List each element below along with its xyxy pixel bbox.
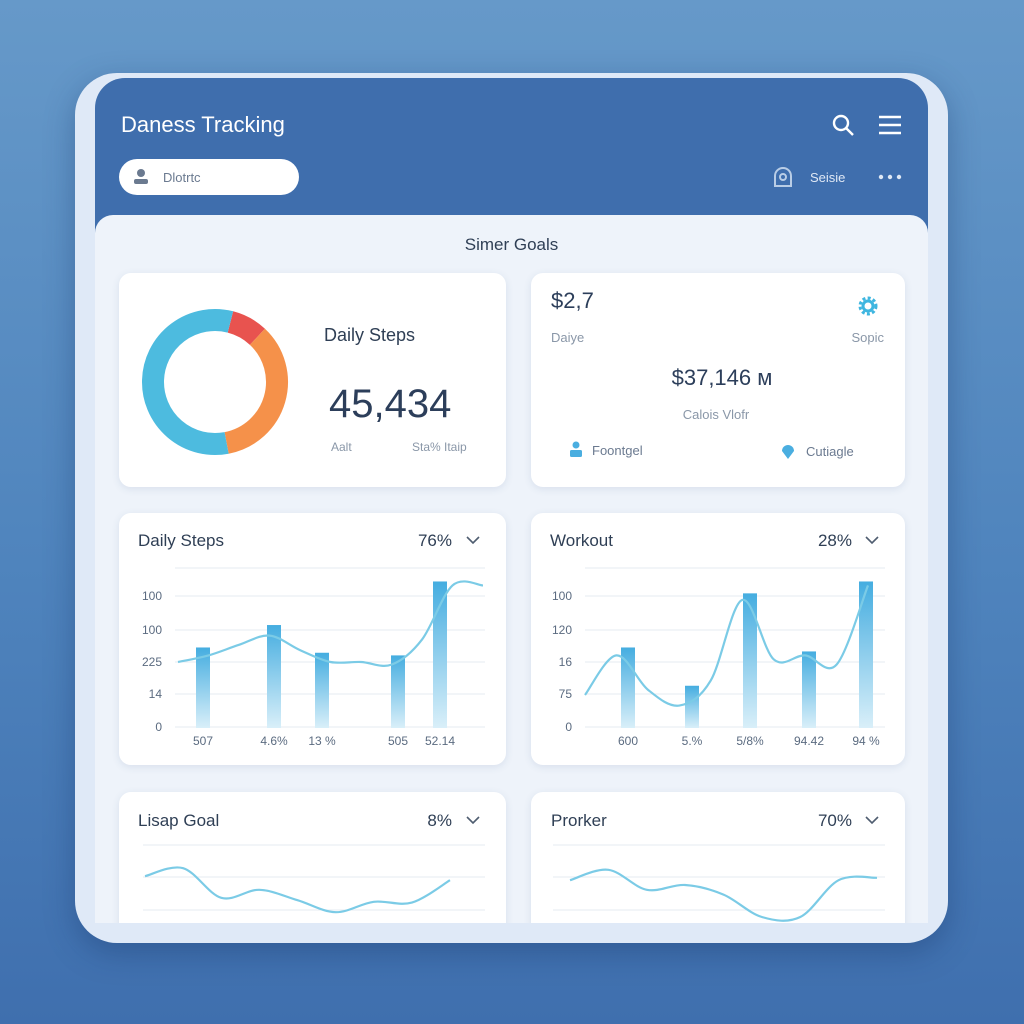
chart-card <box>531 513 905 765</box>
user-icon <box>134 169 148 184</box>
x-tick-label: 4.6% <box>260 734 288 748</box>
bar <box>859 581 873 728</box>
donut-segment <box>227 311 265 346</box>
profile-icon[interactable] <box>774 167 792 187</box>
stats-label: Sopic <box>851 330 884 345</box>
chevron-icon[interactable] <box>466 536 879 825</box>
settings-icon[interactable] <box>858 296 878 316</box>
card-label: Daily Steps <box>324 325 416 345</box>
x-tick-label: 13 % <box>308 734 336 748</box>
content-title: Simer Goals <box>464 235 559 254</box>
y-tick-label: 100 <box>142 623 162 637</box>
y-tick-label: 14 <box>149 687 163 701</box>
bar <box>433 581 447 728</box>
panel-percent: 76% <box>417 531 452 550</box>
bar <box>267 625 281 728</box>
trend-line <box>569 868 878 922</box>
action-label[interactable]: Cutiagle <box>806 444 854 459</box>
x-tick-label: 5/8% <box>736 734 764 748</box>
panel-percent: 8% <box>427 811 452 830</box>
y-tick-label: 0 <box>565 720 572 734</box>
chart-card <box>119 792 506 923</box>
charts: 100 100 225 14 0 507 4.6% 13 % 505 52.14 100 120 16 7… <box>142 309 885 922</box>
y-tick-label: 100 <box>142 589 162 603</box>
x-tick-label: 94.42 <box>794 734 824 748</box>
bar <box>685 685 699 728</box>
pin-icon <box>782 445 794 459</box>
x-tick-label: 505 <box>388 734 408 748</box>
y-tick-label: 100 <box>552 589 572 603</box>
more-icon[interactable] <box>878 174 902 180</box>
x-tick-label: 5.% <box>682 734 703 748</box>
user-label[interactable]: Seisie <box>810 170 846 185</box>
x-tick-label: 52.14 <box>425 734 455 748</box>
trend-line <box>177 580 484 667</box>
trend-line <box>144 866 451 914</box>
person-icon <box>570 441 582 457</box>
search-icon[interactable] <box>832 114 854 136</box>
y-tick-label: 225 <box>142 655 162 669</box>
stats-label: Daiye <box>551 330 585 345</box>
panel-title: Prorker <box>551 811 607 830</box>
donut-segment <box>142 309 234 455</box>
search-box[interactable] <box>119 159 299 195</box>
x-tick-label: 507 <box>193 734 213 748</box>
card-footer: Aalt <box>331 440 352 454</box>
y-tick-label: 75 <box>559 687 573 701</box>
bar <box>315 652 329 728</box>
donut-segment <box>224 328 288 454</box>
bar <box>802 651 816 728</box>
panel-title: Workout <box>550 531 613 550</box>
y-tick-label: 16 <box>559 655 573 669</box>
panel-title: Daily Steps <box>138 531 224 550</box>
chart-card <box>531 792 905 923</box>
panel-percent: 70% <box>817 811 852 830</box>
stats-caption: Calois Vlofr <box>682 407 750 422</box>
trend-line <box>584 585 870 707</box>
bar <box>743 593 757 728</box>
summary-card <box>119 273 506 487</box>
bar <box>391 655 405 728</box>
action-label[interactable]: Foontgel <box>592 443 643 458</box>
x-tick-label: 600 <box>618 734 638 748</box>
x-tick-label: 94 % <box>852 734 880 748</box>
card-footer: Sta% Itaip <box>412 440 467 454</box>
app-title: Daness Tracking <box>121 112 285 137</box>
search-placeholder: Dlotrtc <box>163 170 201 185</box>
panel-percent: 28% <box>817 531 852 550</box>
stats-card <box>531 273 905 487</box>
content-panel: Simer Goals <box>95 215 928 923</box>
panel-title: Lisap Goal <box>138 811 220 830</box>
y-tick-label: 0 <box>155 720 162 734</box>
bar <box>196 647 210 728</box>
y-tick-label: 120 <box>552 623 572 637</box>
menu-icon[interactable] <box>879 115 901 135</box>
stats-total: $37,146 м <box>671 365 773 390</box>
card-value: 45,434 <box>329 382 452 426</box>
stats-amount: $2,7 <box>551 288 594 313</box>
